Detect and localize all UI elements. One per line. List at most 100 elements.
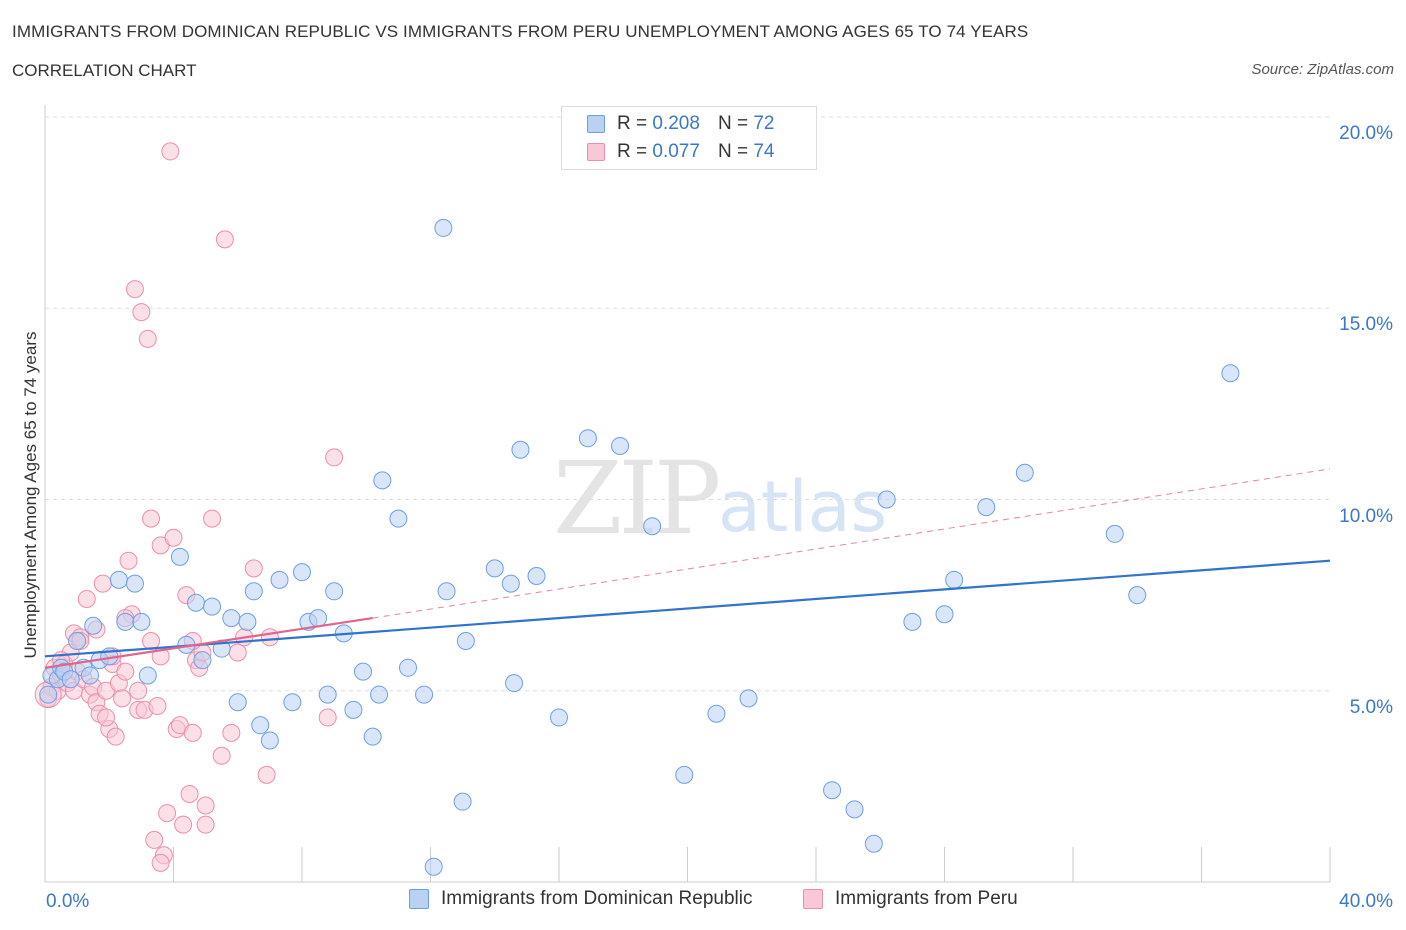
legend-r-value-1: 0.208 bbox=[652, 113, 700, 134]
bottom-legend-swatch-blue bbox=[409, 889, 429, 909]
bottom-legend-label-peru: Immigrants from Peru bbox=[835, 888, 1018, 909]
dominican-point bbox=[550, 708, 568, 727]
dominican-point bbox=[370, 685, 389, 704]
dominican-point bbox=[309, 609, 328, 628]
dominican-point bbox=[61, 670, 80, 689]
x-tick-min: 0.0% bbox=[46, 891, 90, 912]
dominican-point bbox=[864, 834, 883, 853]
peru-point bbox=[161, 142, 180, 161]
peru-point bbox=[196, 796, 215, 815]
dominican-point bbox=[238, 612, 257, 631]
dominican-point bbox=[68, 632, 87, 651]
legend-row-peru: R = 0.077 N = 74 bbox=[587, 140, 774, 164]
dominican-point bbox=[739, 689, 758, 708]
dominican-point bbox=[270, 570, 289, 589]
peru-point bbox=[145, 830, 164, 849]
watermark-zip: ZIP bbox=[553, 440, 721, 557]
dominican-point bbox=[39, 685, 58, 704]
dominican-point bbox=[260, 731, 279, 750]
peru-point bbox=[116, 662, 135, 681]
dominican-point bbox=[138, 666, 157, 685]
peru-point bbox=[260, 628, 279, 647]
dominican-point bbox=[1105, 524, 1124, 543]
trend-line-dominican bbox=[44, 559, 1331, 658]
peru-point bbox=[132, 303, 151, 322]
dominican-point bbox=[125, 574, 144, 593]
dominican-point bbox=[611, 436, 630, 455]
y-tick-5: 5.0% bbox=[1349, 697, 1393, 718]
peru-point bbox=[158, 804, 177, 823]
trend-line-peru-extrapolated bbox=[372, 468, 1331, 619]
legend-swatch-blue bbox=[587, 115, 605, 133]
peru-point bbox=[164, 528, 183, 547]
peru-point bbox=[142, 509, 161, 528]
dominican-point bbox=[228, 693, 247, 712]
peru-point bbox=[148, 697, 167, 716]
dominican-point bbox=[399, 658, 418, 677]
chart-source: Source: ZipAtlas.com bbox=[1251, 61, 1394, 78]
dominican-point bbox=[456, 632, 475, 651]
peru-point bbox=[151, 853, 170, 872]
peru-point bbox=[183, 723, 202, 742]
trend-line-peru bbox=[44, 616, 373, 669]
dominican-point bbox=[675, 765, 694, 784]
bottom-legend-label-dominican: Immigrants from Dominican Republic bbox=[441, 888, 753, 909]
grid bbox=[45, 116, 1330, 692]
peru-point bbox=[196, 815, 215, 834]
peru-point bbox=[325, 448, 344, 467]
peru-point bbox=[113, 689, 132, 708]
dominican-point bbox=[578, 429, 597, 448]
peru-point bbox=[318, 708, 337, 727]
dominican-point bbox=[389, 509, 408, 528]
dominican-point bbox=[434, 218, 453, 237]
dominican-point bbox=[485, 559, 504, 578]
dominican-point bbox=[945, 570, 964, 589]
dominican-point bbox=[116, 612, 135, 631]
dominican-point bbox=[373, 471, 392, 490]
dominican-point bbox=[1015, 463, 1034, 482]
dominican-point bbox=[186, 593, 205, 612]
legend-r-label-1: R = bbox=[617, 113, 648, 134]
series-peru-points bbox=[34, 142, 344, 872]
dominican-point bbox=[1221, 364, 1240, 383]
bottom-legend-swatch-pink bbox=[803, 889, 823, 909]
dominican-point bbox=[935, 605, 954, 624]
x-tick-max: 40.0% bbox=[1339, 891, 1393, 912]
chart-subtitle: CORRELATION CHART bbox=[12, 61, 197, 80]
peru-point bbox=[125, 280, 144, 299]
dominican-point bbox=[501, 574, 520, 593]
peru-point bbox=[93, 574, 112, 593]
bottom-legend-peru: Immigrants from Peru bbox=[803, 888, 1018, 910]
axes bbox=[44, 105, 1331, 883]
y-axis-label: Unemployment Among Ages 65 to 74 years bbox=[21, 331, 40, 659]
dominican-point bbox=[132, 612, 151, 631]
dominican-point bbox=[977, 498, 996, 517]
peru-point bbox=[203, 509, 222, 528]
dominican-point bbox=[318, 685, 337, 704]
peru-point bbox=[212, 746, 231, 765]
dominican-point bbox=[707, 704, 726, 723]
dominican-point bbox=[363, 727, 382, 746]
watermark-atlas: atlas bbox=[718, 466, 888, 548]
dominican-point bbox=[244, 582, 263, 601]
dominican-point bbox=[415, 685, 434, 704]
dominican-point bbox=[453, 792, 472, 811]
dominican-point bbox=[109, 570, 128, 589]
bottom-legend-dominican: Immigrants from Dominican Republic bbox=[409, 888, 753, 910]
dominican-point bbox=[823, 781, 842, 800]
series-dominican-points bbox=[39, 218, 1240, 876]
dominican-point bbox=[354, 662, 373, 681]
peru-point bbox=[138, 329, 157, 348]
peru-point bbox=[174, 815, 193, 834]
peru-point bbox=[228, 643, 247, 662]
legend-swatch-pink bbox=[587, 143, 605, 161]
dominican-point bbox=[283, 693, 302, 712]
legend-r-label-2: R = bbox=[617, 141, 648, 162]
peru-point bbox=[77, 589, 96, 608]
peru-point bbox=[222, 723, 241, 742]
y-tick-10: 10.0% bbox=[1339, 506, 1393, 527]
dominican-point bbox=[1128, 586, 1147, 605]
peru-point bbox=[215, 230, 234, 249]
dominican-point bbox=[251, 716, 270, 735]
dominican-point bbox=[325, 582, 344, 601]
